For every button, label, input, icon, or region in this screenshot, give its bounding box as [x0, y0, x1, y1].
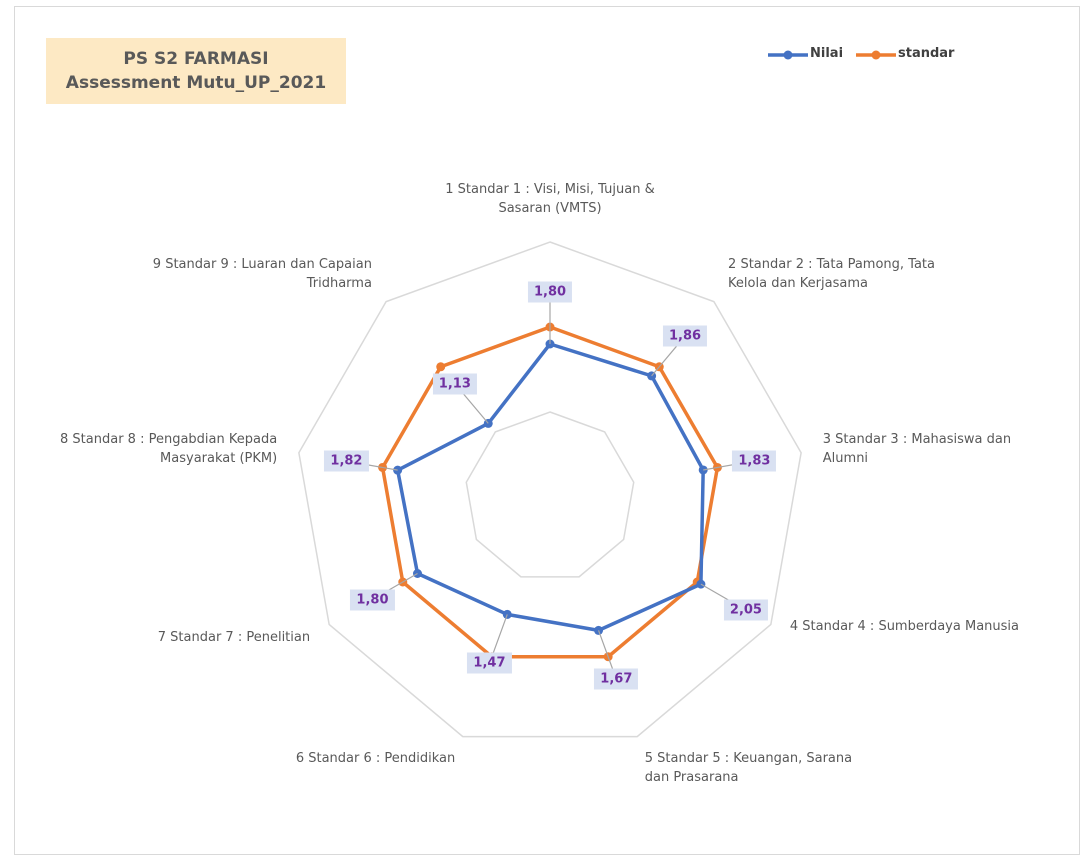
category-label: 8 Standar 8 : Pengabdian Kepada Masyarak… — [60, 431, 278, 466]
series-line — [380, 325, 720, 659]
category-label: 4 Standar 4 : Sumberdaya Manusia — [789, 618, 1019, 634]
legend-label: Nilai — [810, 46, 844, 61]
data-label: 1,13 — [432, 373, 477, 395]
data-label: 1,67 — [594, 668, 639, 690]
grid-ring — [465, 411, 635, 578]
chart-border — [14, 6, 1080, 855]
category-label: 9 Standar 9 : Luaran dan Capaian Tridhar… — [152, 256, 372, 291]
category-label: 2 Standar 2 : Tata Pamong, Tata Kelola d… — [728, 256, 935, 291]
category-label: 5 Standar 5 : Keuangan, Sarana dan Prasa… — [644, 751, 853, 786]
chart-title: PS S2 FARMASI — [123, 49, 269, 69]
grid-ring — [298, 241, 802, 738]
chart-subtitle: Assessment Mutu_UP_2021 — [65, 73, 327, 93]
data-label: 1,80 — [350, 589, 395, 610]
data-label: 2,05 — [723, 599, 768, 621]
data-label: 1,86 — [663, 325, 708, 347]
series-line — [395, 342, 705, 633]
category-label: 6 Standar 6 : Pendidikan — [295, 751, 456, 767]
category-label: 3 Standar 3 : Mahasiswa dan Alumni — [822, 431, 1012, 466]
category-label: 7 Standar 7 : Penelitian — [157, 629, 311, 645]
data-label: 1,47 — [467, 652, 512, 674]
category-label: 1 Standar 1 : Visi, Misi, Tujuan & Sasar… — [445, 182, 655, 216]
legend-marker — [783, 50, 793, 60]
legend-label: standar — [898, 46, 955, 61]
legend-marker — [871, 50, 881, 60]
data-label: 1,82 — [324, 450, 369, 472]
data-label: 1,83 — [732, 450, 777, 472]
marker — [436, 362, 446, 372]
title-box: PS S2 FARMASI Assessment Mutu_UP_2021 — [46, 38, 346, 104]
data-label: 1,80 — [527, 281, 573, 303]
